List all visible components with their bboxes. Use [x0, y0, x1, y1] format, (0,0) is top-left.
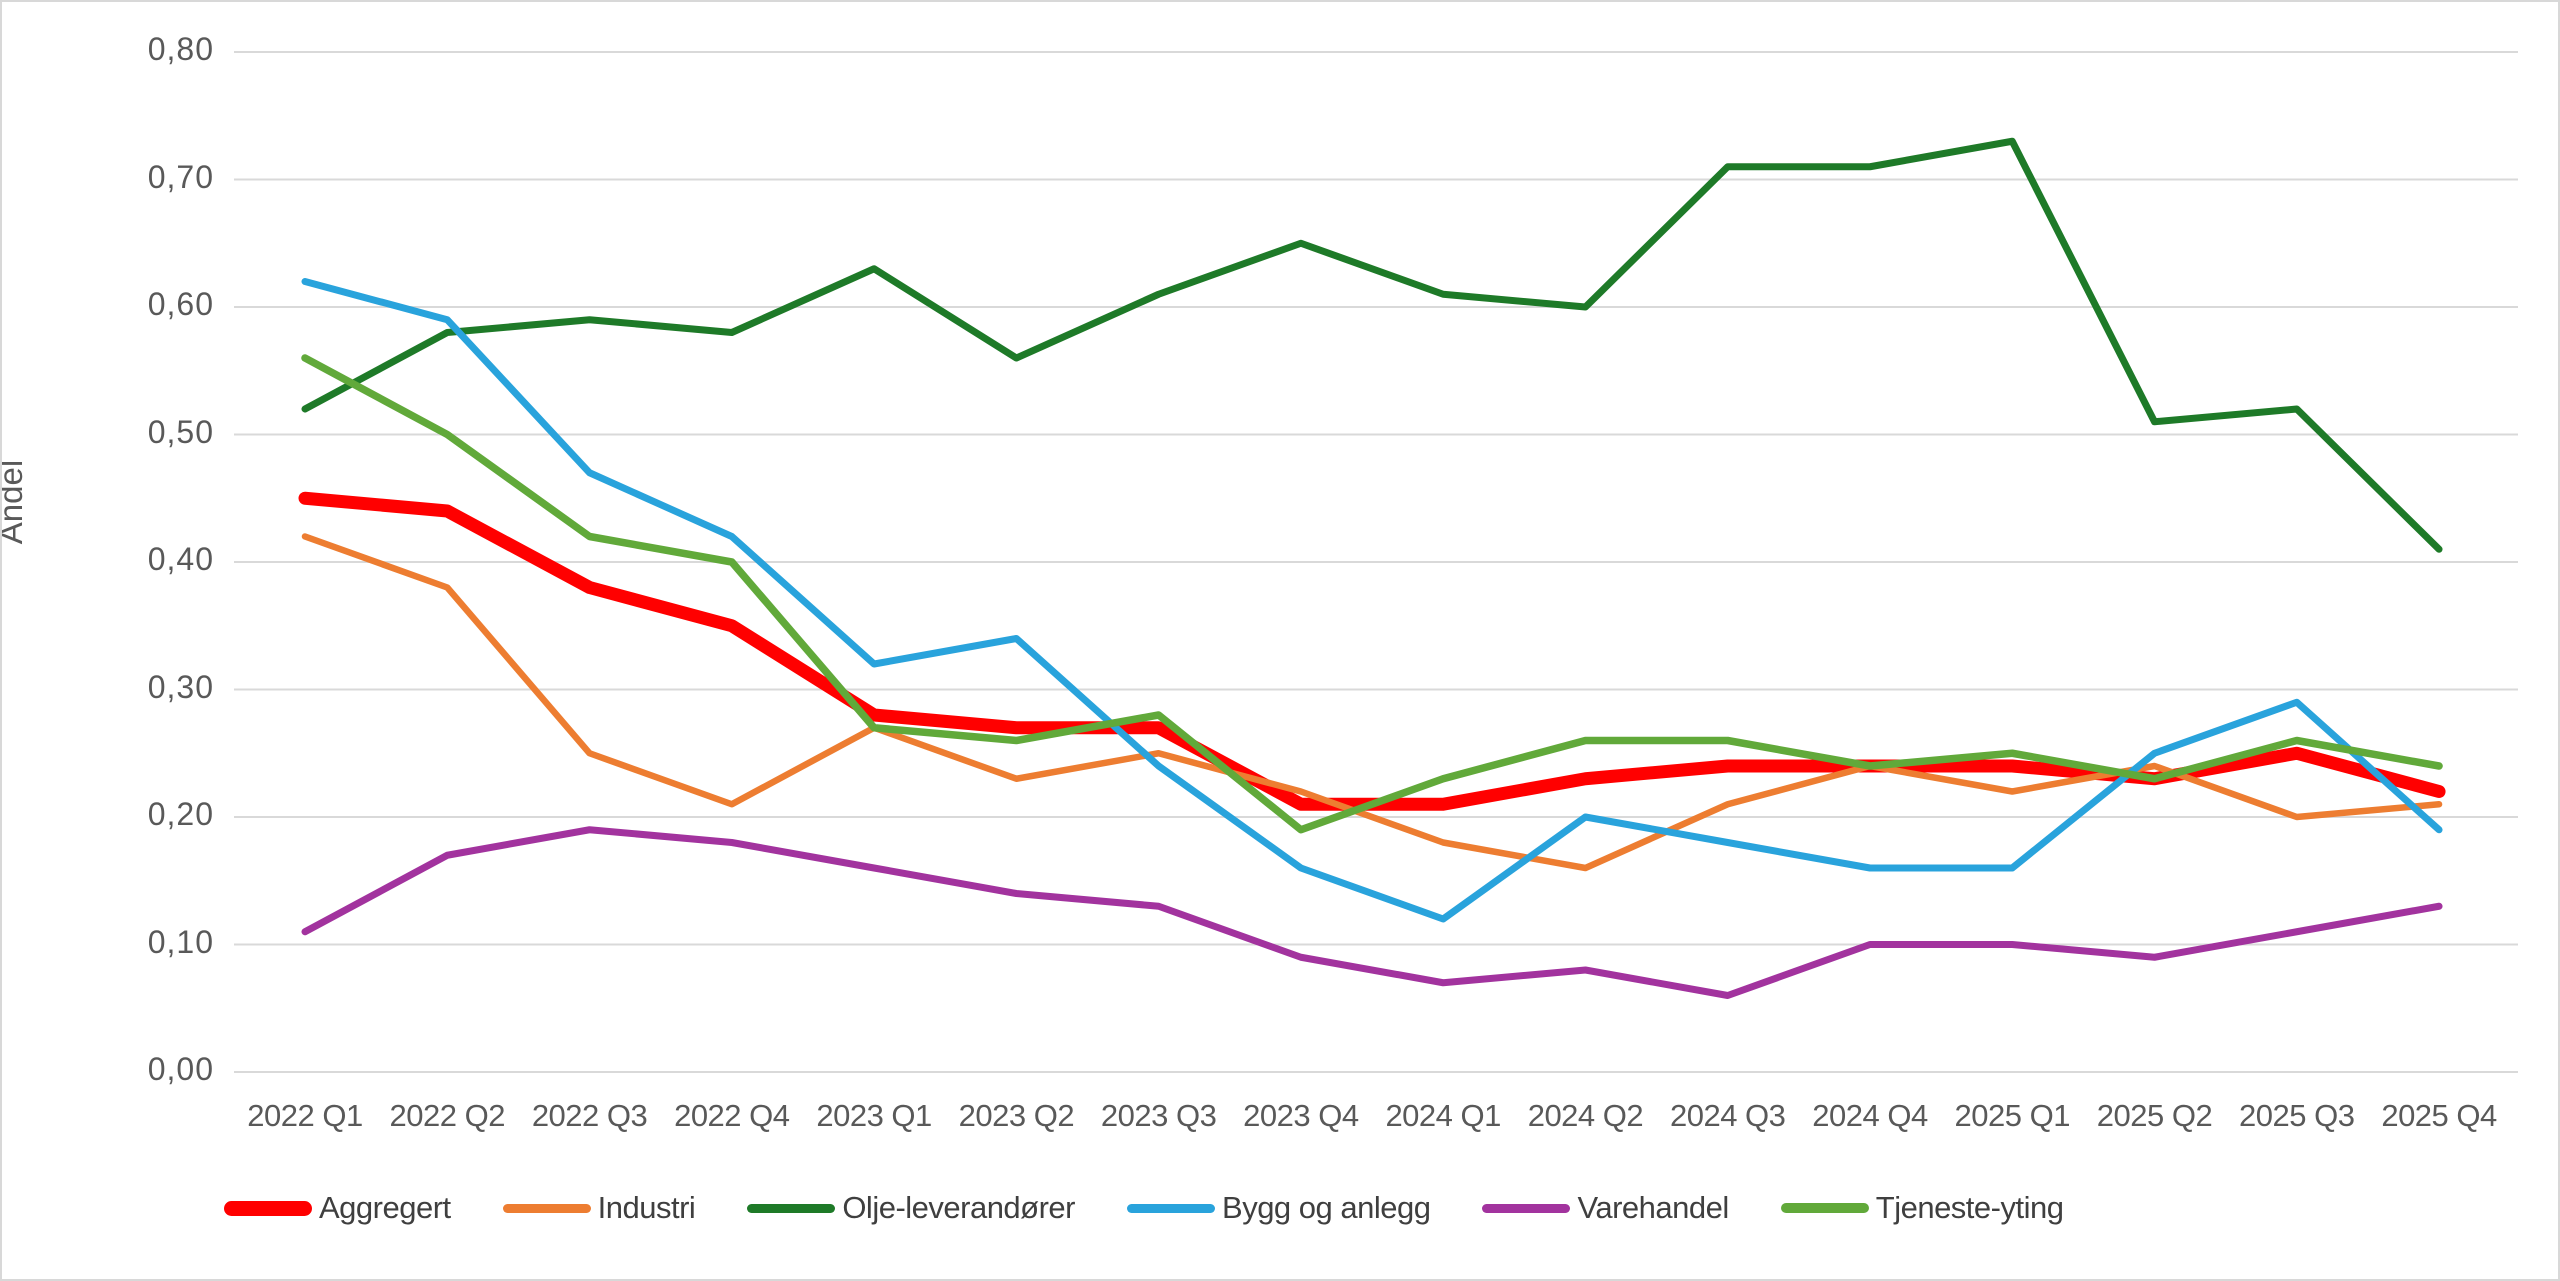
- x-tick-label: 2024 Q2: [1527, 1098, 1644, 1133]
- x-tick-label: 2023 Q3: [1100, 1098, 1217, 1133]
- y-tick-label: 0,20: [147, 796, 214, 832]
- legend-swatch: [747, 1203, 836, 1213]
- y-tick-label: 0,40: [147, 541, 214, 577]
- series-line-tjeneste-yting: [301, 354, 2443, 834]
- y-tick-label: 0,10: [147, 923, 214, 960]
- y-tick-label: 0,80: [147, 31, 214, 67]
- x-tick-label: 2023 Q2: [958, 1098, 1075, 1133]
- x-tick-label: 2024 Q3: [1669, 1098, 1786, 1133]
- legend-item-varehandel[interactable]: Varehandel: [1482, 1190, 1729, 1226]
- y-tick-label: 0,70: [147, 158, 214, 195]
- legend-label: Aggregert: [319, 1190, 451, 1225]
- legend-item-aggregert[interactable]: Aggregert: [224, 1190, 451, 1226]
- x-tick-label: 2023 Q4: [1243, 1098, 1359, 1133]
- series-line-bygg-og-anlegg: [301, 278, 2443, 923]
- legend-label: Industri: [597, 1190, 696, 1225]
- legend-item-industri[interactable]: Industri: [502, 1190, 696, 1226]
- legend-item-olje-leverand-rer[interactable]: Olje-leverandører: [747, 1190, 1076, 1226]
- x-tick-label: 2025 Q2: [2096, 1098, 2213, 1133]
- y-tick-label: 0,60: [147, 286, 214, 322]
- chart-legend: Aggregert Industri Olje-leverandører Bygg o…: [224, 1190, 2064, 1226]
- legend-label: Varehandel: [1577, 1190, 1729, 1225]
- x-tick-label: 2025 Q1: [1954, 1098, 2071, 1133]
- x-tick-label: 2025 Q3: [2239, 1098, 2355, 1133]
- legend-swatch: [502, 1203, 591, 1213]
- series-line-industri: [301, 533, 2443, 872]
- x-tick-label: 2024 Q1: [1385, 1098, 1501, 1133]
- x-tick-label: 2022 Q2: [389, 1098, 506, 1133]
- legend-swatch: [1482, 1203, 1571, 1213]
- series-line-olje-leverand-rer: [301, 137, 2443, 553]
- legend-swatch: [1127, 1203, 1216, 1213]
- x-tick-label: 2022 Q3: [531, 1098, 648, 1133]
- legend-item-tjeneste-yting[interactable]: Tjeneste-yting: [1780, 1190, 2064, 1226]
- legend-label: Olje-leverandører: [842, 1190, 1076, 1225]
- y-tick-label: 0,00: [147, 1051, 214, 1087]
- legend-item-bygg-og-anlegg[interactable]: Bygg og anlegg: [1127, 1190, 1431, 1226]
- x-tick-label: 2022 Q4: [674, 1098, 790, 1133]
- x-tick-label: 2024 Q4: [1812, 1098, 1928, 1133]
- series-line-varehandel: [301, 826, 2443, 999]
- x-tick-label: 2022 Q1: [247, 1098, 363, 1133]
- legend-label: Bygg og anlegg: [1222, 1190, 1431, 1225]
- x-tick-label: 2025 Q4: [2381, 1098, 2497, 1133]
- legend-label: Tjeneste-yting: [1875, 1190, 2064, 1225]
- x-tick-label: 2023 Q1: [816, 1098, 932, 1133]
- legend-swatch: [224, 1200, 312, 1216]
- y-tick-label: 0,30: [147, 668, 214, 705]
- legend-swatch: [1780, 1203, 1869, 1213]
- y-tick-label: 0,50: [147, 413, 214, 450]
